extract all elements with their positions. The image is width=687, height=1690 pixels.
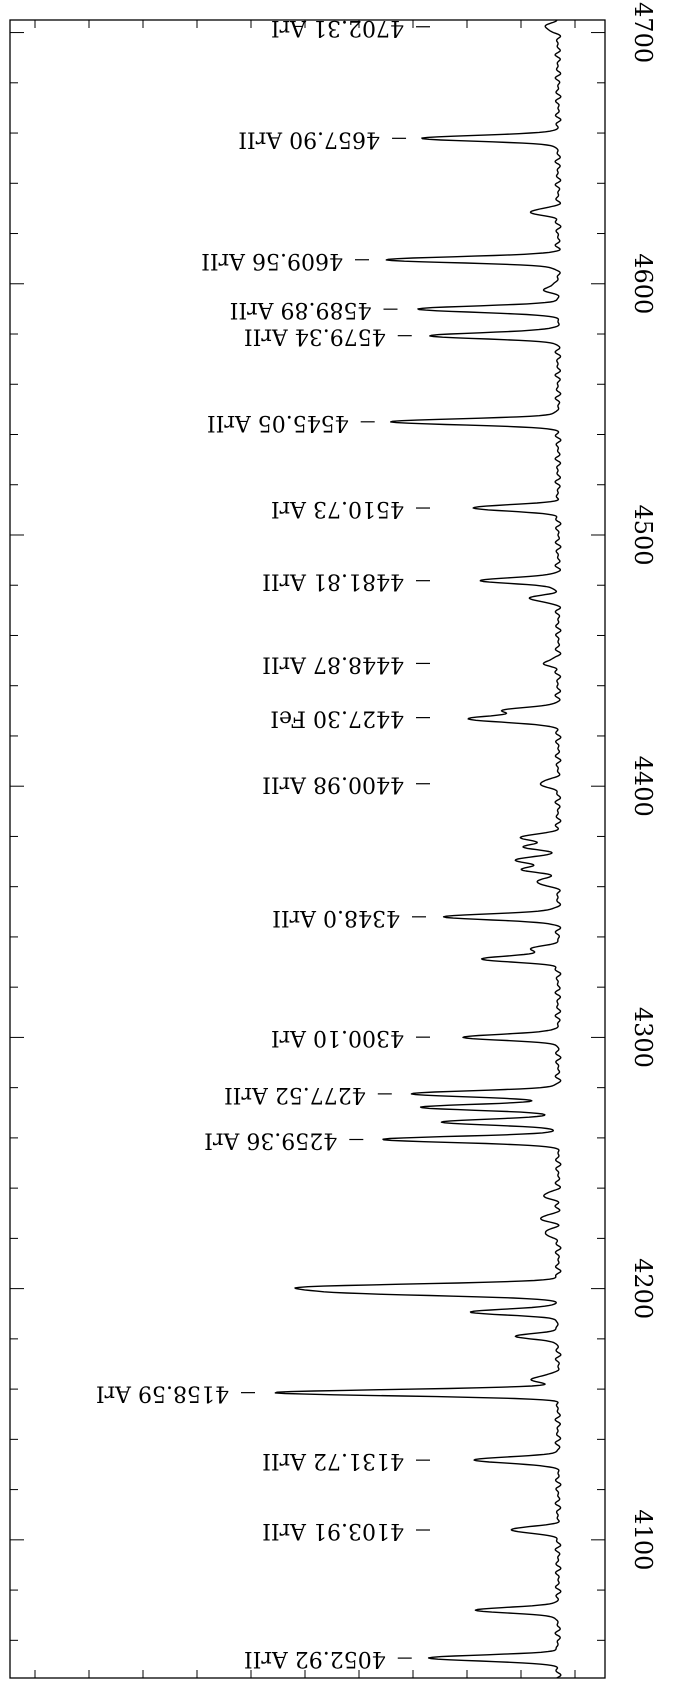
line-label-group: 4259.36 ArI [204,1128,364,1153]
line-label-group: 4545.05 ArII [207,410,375,435]
line-label-group: 4348.0 ArII [272,905,426,930]
line-label: 4348.0 ArII [272,905,400,930]
tick-label: 4600 [629,253,657,314]
line-label-group: 4609.56 ArII [201,248,369,273]
line-label-group: 4427.30 FeI [270,706,430,731]
line-label: 4609.56 ArII [201,248,343,273]
tick-label: 4100 [629,1509,657,1570]
line-label: 4277.52 ArII [224,1082,366,1107]
line-label: 4400.98 ArII [262,772,404,797]
plot-frame [9,19,606,1679]
line-label: 4300.10 ArI [271,1025,404,1050]
line-label-group: 4657.90 ArII [238,126,407,151]
spectrum-line [274,19,562,1679]
tick-label: 4700 [629,2,657,63]
line-label-group: 4702.31 ArI [271,15,430,40]
tick-label: 4500 [629,504,657,565]
line-label: 4510.73 ArI [271,496,404,521]
axis-ticks [10,20,605,1678]
tick-label: 4400 [629,756,657,817]
line-label: 4103.91 ArII [262,1518,404,1543]
line-label-group: 4400.98 ArII [262,772,430,797]
line-label-group: 4481.81 ArII [262,569,430,594]
line-label-group: 4052.92 ArII [244,1646,412,1671]
line-label: 4657.90 ArII [238,126,380,151]
tick-label: 4300 [629,1007,657,1068]
line-label-group: 4277.52 ArII [224,1082,392,1107]
line-label: 4259.36 ArI [204,1128,337,1153]
line-label: 4427.30 FeI [270,706,404,731]
line-label: 4702.31 ArI [271,15,404,40]
line-label: 4158.59 ArI [96,1381,229,1406]
line-label-group: 4103.91 ArII [262,1518,430,1543]
line-label: 4579.34 ArII [244,324,386,349]
line-label: 4052.92 ArII [244,1646,386,1671]
line-label: 4448.87 ArII [262,651,404,676]
line-label-group: 4589.89 ArII [230,297,398,322]
line-label-group: 4448.87 ArII [262,651,430,676]
line-label: 4545.05 ArII [207,410,349,435]
line-label: 4481.81 ArII [262,569,404,594]
line-label: 4589.89 ArII [230,297,372,322]
axis-tick-labels: 4100 4200 4300 4400 4500 4600 4700 [629,2,657,1570]
line-label: 4131.72 ArII [262,1448,404,1473]
line-label-group: 4158.59 ArI [96,1381,255,1406]
line-label-group: 4510.73 ArI [271,496,430,521]
line-label-group: 4300.10 ArI [271,1025,430,1050]
tick-label: 4200 [629,1258,657,1319]
line-identifications: 4052.92 ArII 4103.91 ArII 4131.72 ArII 4158… [96,15,430,1671]
line-label-group: 4131.72 ArII [262,1448,430,1473]
line-label-group: 4579.34 ArII [244,324,412,349]
